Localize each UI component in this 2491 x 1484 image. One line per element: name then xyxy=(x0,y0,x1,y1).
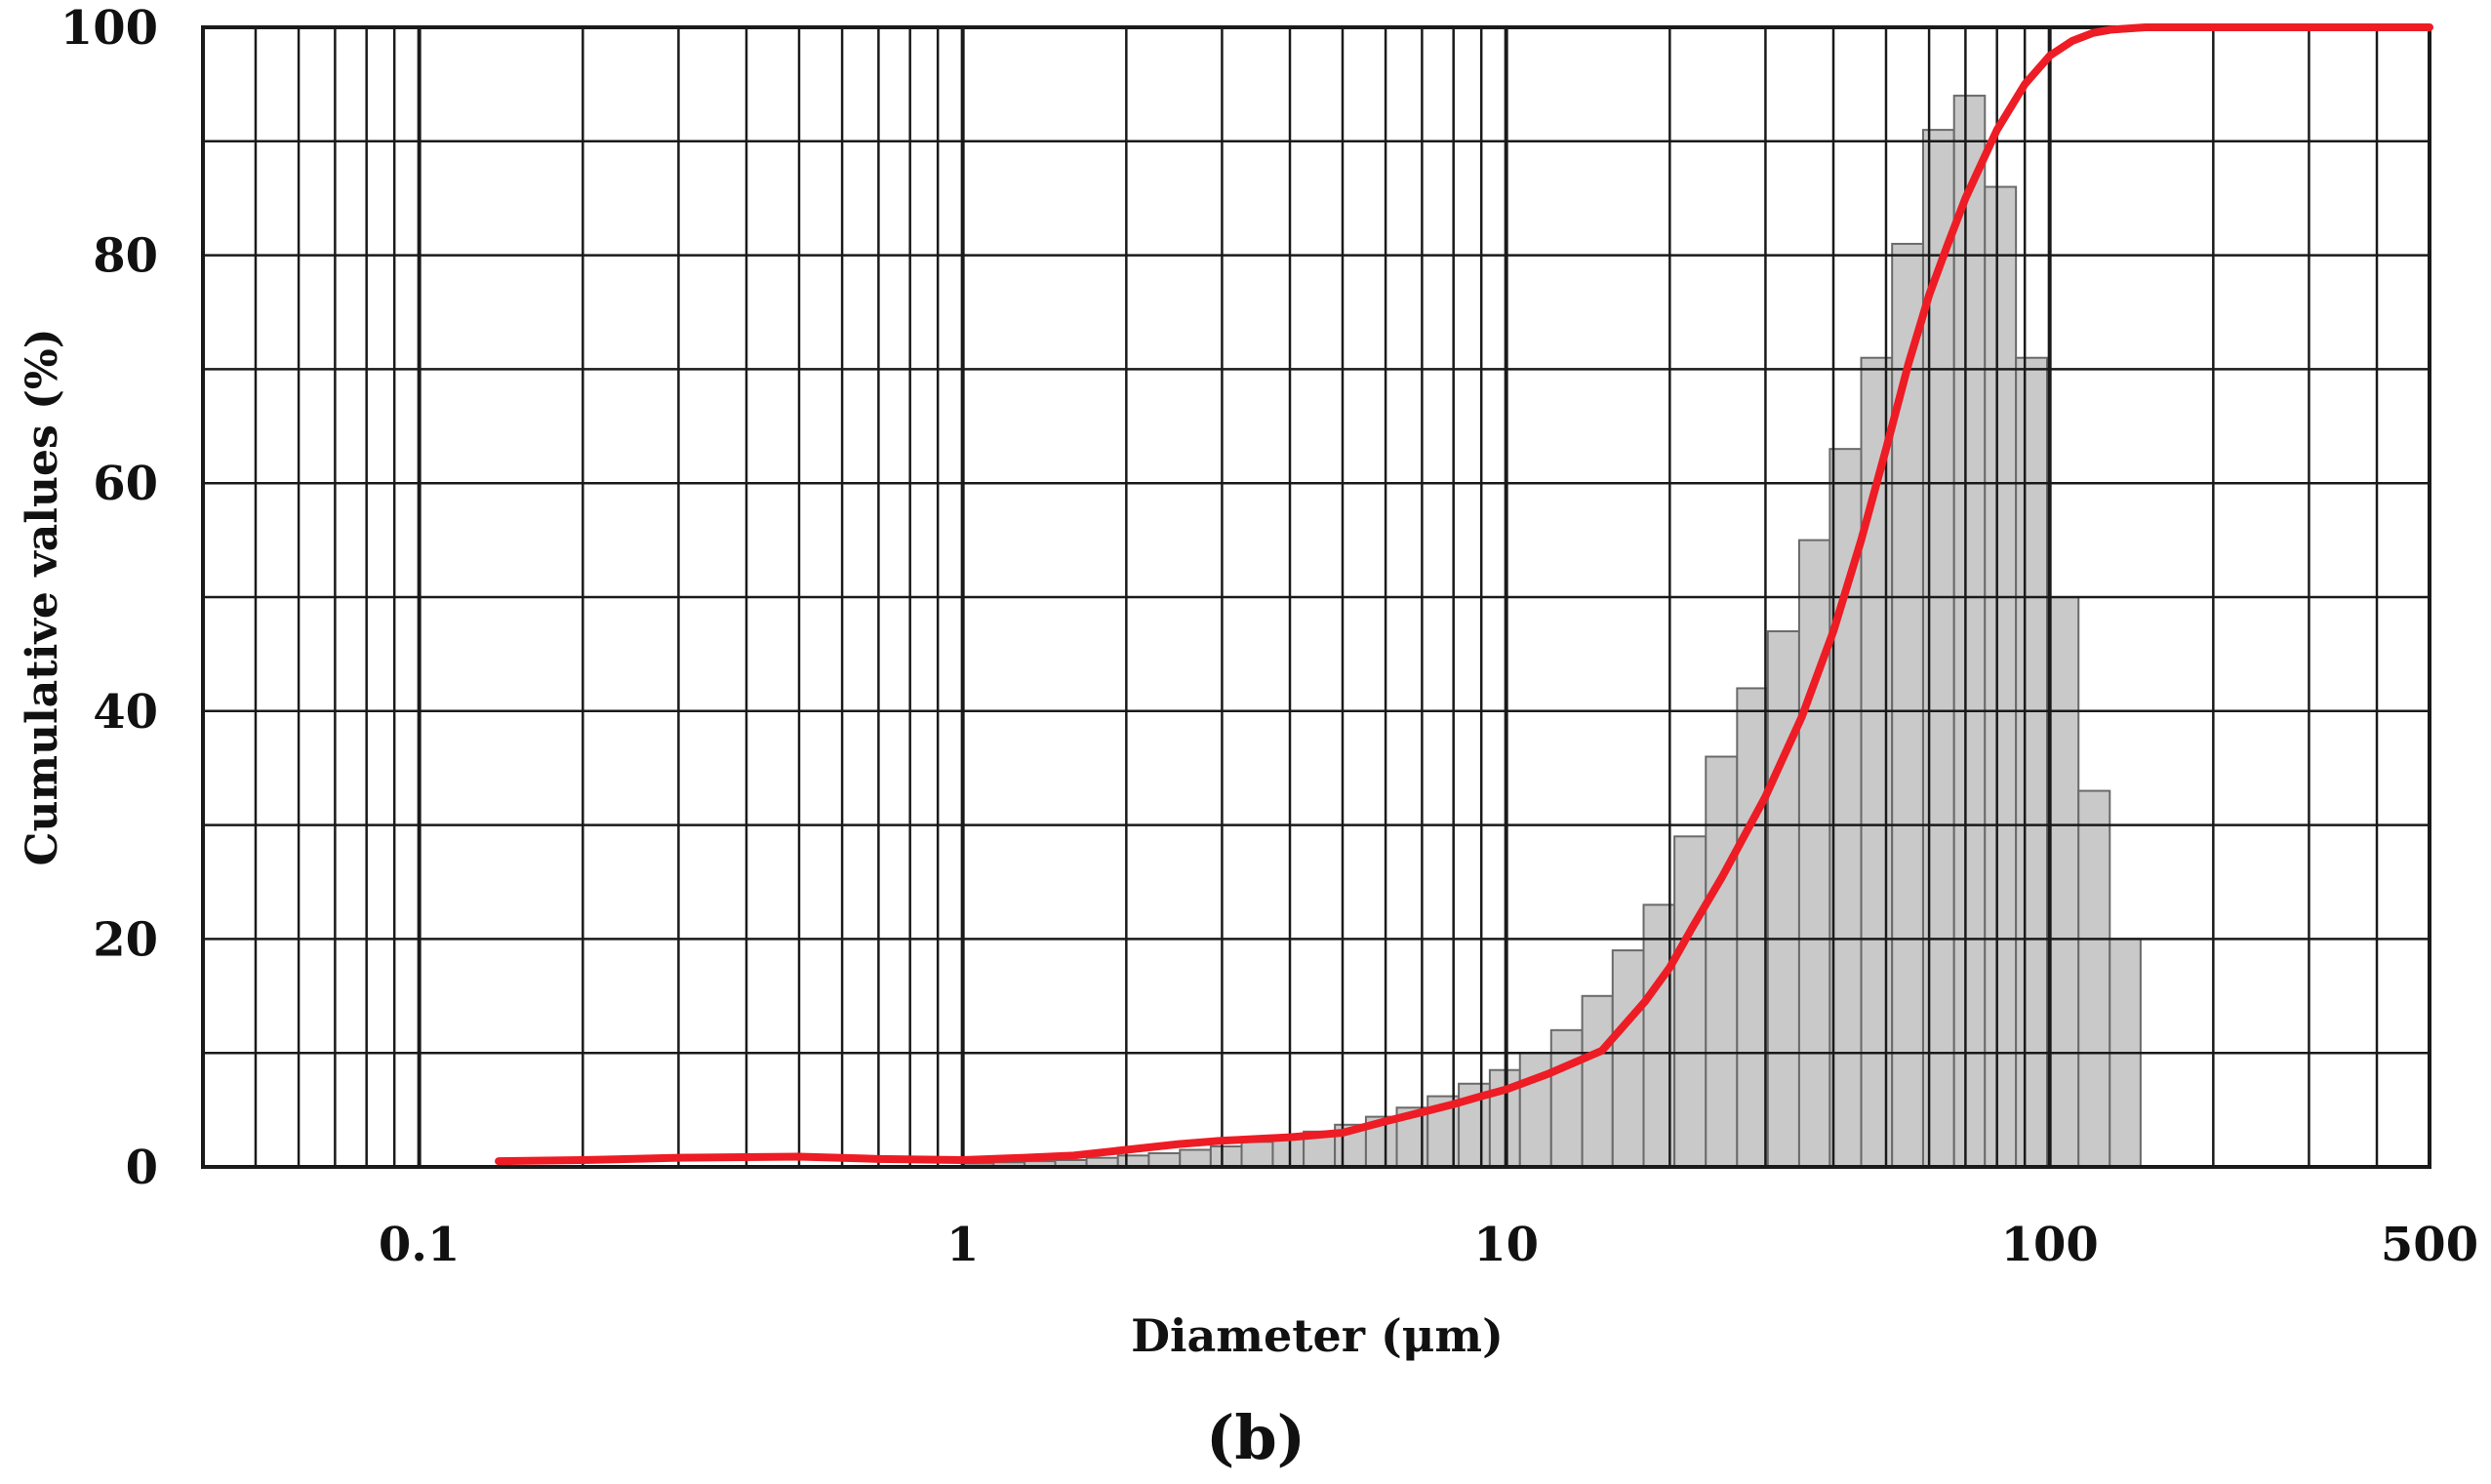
histogram-bar xyxy=(1797,539,1831,1168)
grid-lines xyxy=(203,27,2431,1167)
histogram-bar xyxy=(2077,789,2111,1168)
y-tick-label: 40 xyxy=(93,685,158,740)
histogram-bar xyxy=(1147,1151,1182,1168)
histogram-bar xyxy=(1179,1148,1212,1168)
histogram-bar xyxy=(1673,835,1708,1169)
x-tick-label: 100 xyxy=(2001,1218,2099,1272)
histogram-bar xyxy=(1952,95,1987,1169)
histogram-bar xyxy=(2015,356,2048,1169)
y-tick-label: 100 xyxy=(60,1,158,56)
histogram-bar xyxy=(1549,1028,1584,1168)
plot-frame xyxy=(201,25,2431,1169)
histogram-bar xyxy=(1736,687,1769,1168)
panel-label: (b) xyxy=(1206,1402,1306,1473)
x-tick-labels: 0.1 1 10 100 500 xyxy=(379,1218,2478,1272)
histogram-bar xyxy=(1209,1144,1243,1168)
x-tick-label: 1 xyxy=(946,1218,979,1272)
histogram-bar xyxy=(2045,596,2080,1168)
histogram-bar xyxy=(1921,129,1955,1168)
y-tick-labels: 0 20 40 60 80 100 xyxy=(60,1,158,1195)
y-axis-label: Cumulative values (%) xyxy=(18,328,67,865)
histogram-bar xyxy=(1984,185,2018,1168)
x-tick-label: 0.1 xyxy=(379,1218,461,1272)
histogram-bar xyxy=(1705,755,1739,1169)
x-tick-label: 500 xyxy=(2381,1218,2478,1272)
histogram-bar xyxy=(1271,1136,1306,1169)
cumulative-curve xyxy=(495,23,2433,1166)
histogram-bar xyxy=(1518,1052,1552,1168)
y-tick-label: 80 xyxy=(93,229,158,284)
y-tick-label: 60 xyxy=(93,457,158,511)
histogram-bar xyxy=(1581,994,1614,1168)
y-tick-label: 0 xyxy=(126,1141,158,1195)
x-axis-label: Diameter (μm) xyxy=(1131,1309,1504,1362)
histogram-bar xyxy=(1611,949,1645,1169)
histogram-bar xyxy=(1240,1141,1274,1169)
cumulative-curve-line xyxy=(495,23,2433,1166)
x-tick-label: 10 xyxy=(1473,1218,1539,1272)
y-tick-label: 20 xyxy=(93,912,158,967)
